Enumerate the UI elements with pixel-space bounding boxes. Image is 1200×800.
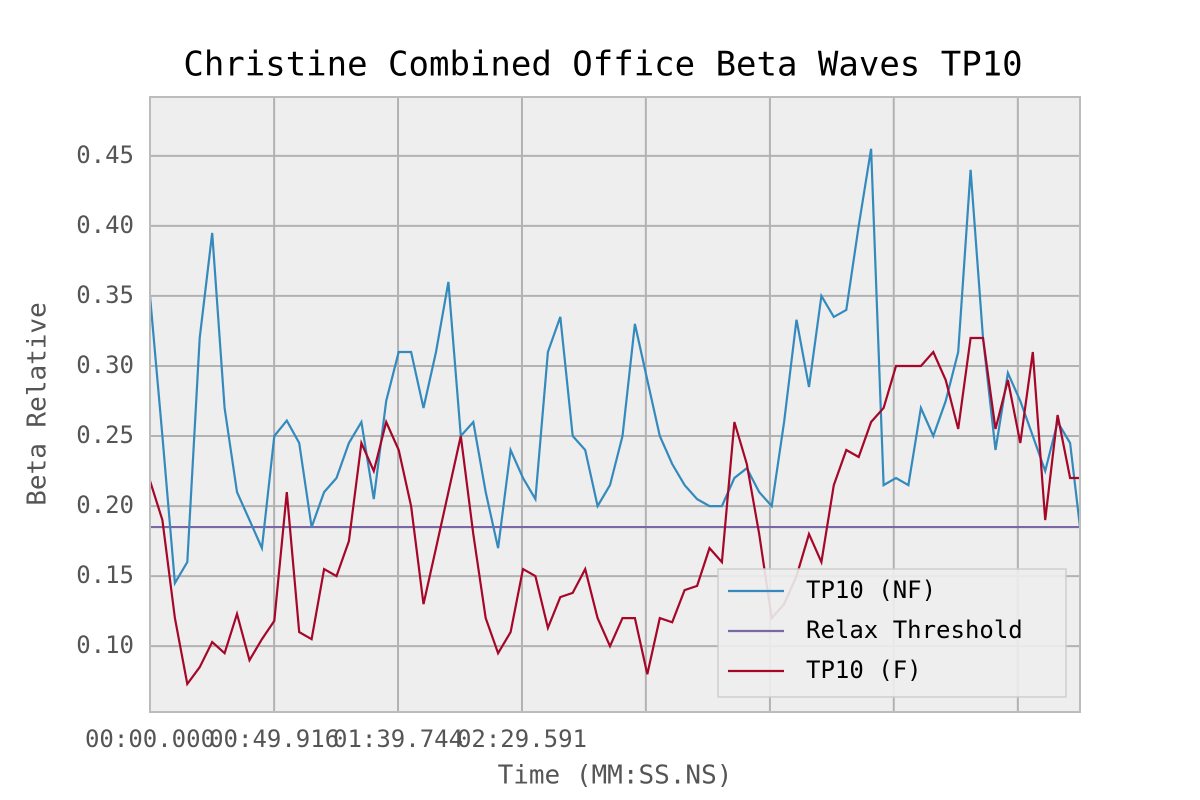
y-tick-label: 0.15 xyxy=(76,561,134,589)
data-line xyxy=(148,336,1080,687)
legend-label: TP10 (NF) xyxy=(806,576,936,604)
y-tick-label: 0.25 xyxy=(76,421,134,449)
legend-label: Relax Threshold xyxy=(806,616,1023,644)
x-axis-label: Time (MM:SS.NS) xyxy=(498,761,733,791)
y-tick-label: 0.20 xyxy=(76,491,134,519)
legend: TP10 (NF) Relax Threshold TP10 (F) xyxy=(717,568,1067,698)
y-tick-label: 0.30 xyxy=(76,351,134,379)
x-tick-label: 00:49.916 xyxy=(209,725,339,753)
y-tick-label: 0.40 xyxy=(76,211,134,239)
data-line xyxy=(148,148,1082,587)
legend-label: TP10 (F) xyxy=(806,656,922,684)
y-axis-label: Beta Relative xyxy=(23,302,53,506)
x-tick-label: 02:29.591 xyxy=(457,725,587,753)
chart-title: Christine Combined Office Beta Waves TP1… xyxy=(183,45,1022,85)
y-tick-label: 0.35 xyxy=(76,281,134,309)
lines xyxy=(148,148,1082,687)
x-tick-label: 01:39.744 xyxy=(333,725,463,753)
y-tick-label: 0.45 xyxy=(76,141,134,169)
y-tick-label: 0.10 xyxy=(76,631,134,659)
x-tick-label: 00:00.000 xyxy=(85,725,215,753)
plot-border xyxy=(149,96,1081,713)
